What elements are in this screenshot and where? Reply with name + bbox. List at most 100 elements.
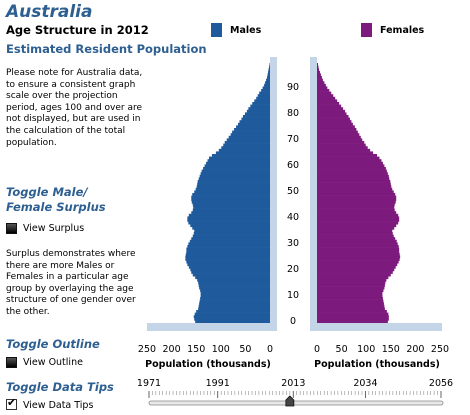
male-bar-age-24 <box>185 258 270 261</box>
males-bars <box>185 63 270 324</box>
female-bar-age-60 <box>317 164 385 168</box>
male-bar-age-20 <box>190 268 270 272</box>
timeline-ticks <box>148 391 442 398</box>
male-bar-age-86 <box>256 96 270 100</box>
female-x-tick-200: 200 <box>406 344 424 355</box>
timeline-track[interactable] <box>148 400 444 406</box>
male-bar-age-58 <box>201 169 270 173</box>
female-bar-age-43 <box>317 208 395 212</box>
female-bar-age-9 <box>317 297 383 300</box>
male-bar-age-16 <box>197 278 270 282</box>
female-bar-age-7 <box>317 302 384 306</box>
females-x-axis: 0 50 100 150 200 250 <box>314 344 449 355</box>
female-bar-age-80 <box>317 112 347 116</box>
male-bar-age-52 <box>196 185 270 189</box>
female-bar-age-94 <box>317 76 322 79</box>
female-bar-age-41 <box>317 213 399 217</box>
male-bar-age-76 <box>238 122 270 126</box>
female-bar-age-12 <box>317 289 384 293</box>
female-bar-age-86 <box>317 96 336 100</box>
female-axis-band <box>310 57 317 323</box>
male-bar-age-36 <box>192 226 270 230</box>
male-bar-age-42 <box>191 211 270 215</box>
male-bar-age-87 <box>257 94 270 98</box>
male-bar-age-94 <box>267 76 270 79</box>
female-bar-age-19 <box>317 271 393 274</box>
age-axis: 0 10 20 30 40 50 60 70 80 90 <box>287 82 299 327</box>
female-bar-age-54 <box>317 180 391 183</box>
female-bar-age-53 <box>317 182 391 186</box>
male-bar-age-28 <box>186 247 270 251</box>
female-bar-age-15 <box>317 281 386 285</box>
view-outline-checkbox[interactable] <box>6 357 17 368</box>
male-bar-age-45 <box>192 203 270 207</box>
female-bar-age-48 <box>317 195 397 199</box>
males-legend-label: Males <box>230 25 262 36</box>
male-bar-age-64 <box>211 154 270 157</box>
male-bar-age-79 <box>242 115 270 118</box>
male-bar-age-67 <box>221 146 270 150</box>
male-bar-age-91 <box>264 83 270 87</box>
age-tick-40: 40 <box>287 212 299 223</box>
female-xaxis-band <box>310 323 442 331</box>
female-bar-age-14 <box>317 284 385 287</box>
female-bar-age-62 <box>317 159 382 163</box>
female-bar-age-58 <box>317 169 387 173</box>
male-bar-age-75 <box>236 125 270 129</box>
checkmark-icon: ✔ <box>7 396 17 409</box>
age-tick-10: 10 <box>287 290 299 301</box>
age-tick-50: 50 <box>287 186 299 197</box>
timeline-slider[interactable] <box>148 391 444 407</box>
male-bar-age-95 <box>267 73 270 77</box>
female-bar-age-8 <box>317 299 384 303</box>
female-bar-age-22 <box>317 263 398 267</box>
male-bar-age-5 <box>198 307 270 311</box>
male-bar-age-82 <box>248 107 270 111</box>
male-bar-age-9 <box>200 297 270 300</box>
view-surplus-checkbox[interactable] <box>6 223 17 234</box>
male-bar-age-19 <box>191 271 270 274</box>
female-bar-age-23 <box>317 260 399 264</box>
male-bar-age-74 <box>234 128 270 131</box>
male-bar-age-65 <box>215 151 270 155</box>
female-bar-age-98 <box>317 65 319 69</box>
male-x-tick-100: 100 <box>212 344 230 355</box>
male-bar-age-83 <box>250 104 270 108</box>
male-bar-age-47 <box>191 198 270 202</box>
timeline-thumb-icon[interactable] <box>285 395 295 407</box>
view-surplus-label[interactable]: View Surplus <box>23 223 85 234</box>
view-outline-label[interactable]: View Outline <box>23 357 83 368</box>
toggle-surplus-title: Toggle Male/ Female Surplus <box>6 185 106 214</box>
female-bar-age-76 <box>317 122 353 126</box>
view-data-tips-label[interactable]: View Data Tips <box>23 400 94 411</box>
female-bar-age-50 <box>317 190 394 194</box>
female-bar-age-5 <box>317 307 385 311</box>
male-bar-age-60 <box>204 164 270 168</box>
female-bar-age-33 <box>317 234 394 238</box>
male-bar-age-54 <box>197 180 270 183</box>
male-bar-age-6 <box>198 304 270 308</box>
female-bar-age-17 <box>317 276 389 280</box>
female-bar-age-2 <box>317 315 389 319</box>
female-bar-age-75 <box>317 125 355 129</box>
male-bar-age-98 <box>269 65 270 69</box>
male-x-tick-50: 50 <box>239 344 251 355</box>
female-bar-age-51 <box>317 187 393 191</box>
females-x-axis-title: Population (thousands) <box>314 359 440 370</box>
female-bar-age-87 <box>317 94 334 98</box>
female-bar-age-38 <box>317 221 399 225</box>
view-data-tips-checkbox[interactable]: ✔ <box>6 396 17 410</box>
female-bar-age-18 <box>317 273 391 277</box>
male-bar-age-1 <box>194 317 270 321</box>
male-bar-age-13 <box>199 286 270 290</box>
males-x-axis-title: Population (thousands) <box>145 359 271 370</box>
male-bar-age-12 <box>200 289 270 293</box>
timeline-thumb[interactable] <box>285 395 295 407</box>
female-bar-age-29 <box>317 245 399 248</box>
male-bar-age-63 <box>208 156 270 160</box>
female-bar-age-4 <box>317 310 387 313</box>
male-x-tick-0: 0 <box>267 344 273 355</box>
female-bar-age-56 <box>317 174 389 178</box>
male-bar-age-7 <box>199 302 270 306</box>
female-bar-age-1 <box>317 317 389 321</box>
